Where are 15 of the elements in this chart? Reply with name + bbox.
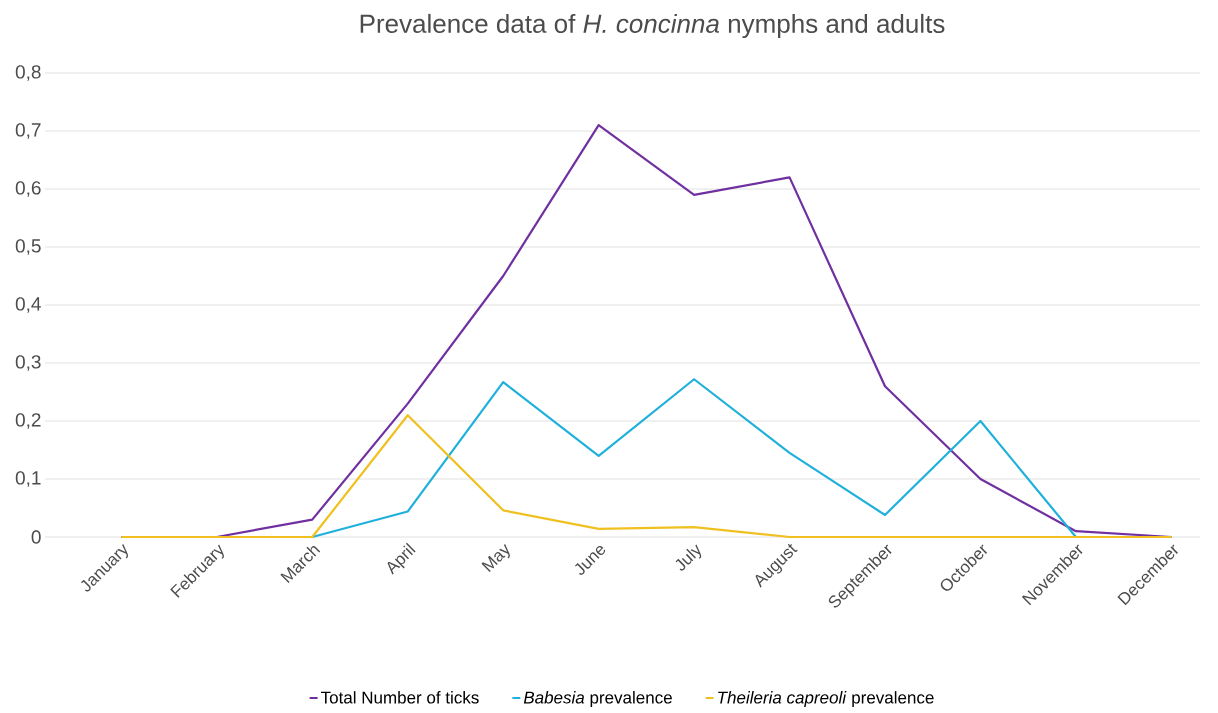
y-tick-label: 0,5: [15, 239, 41, 255]
x-tick-label: May: [481, 543, 510, 572]
legend-label: Theileria capreoli prevalence: [718, 691, 934, 707]
chart-title: Prevalence data of H. concinna nymphs and adults: [360, 13, 945, 39]
y-tick-label: 0,8: [15, 65, 41, 81]
legend-label: Total Number of ticks: [321, 691, 479, 704]
y-tick-label: 0,3: [15, 355, 41, 371]
y-tick-label: 0,7: [15, 123, 41, 139]
y-tick-label: 0,1: [15, 471, 41, 487]
y-tick-label: 0,6: [15, 181, 41, 197]
y-tick-label: 0,2: [15, 413, 41, 429]
legend-label: Babesia prevalence: [523, 691, 672, 707]
y-tick-label: 0: [31, 530, 41, 544]
x-tick-label: July: [675, 544, 702, 571]
y-tick-label: 0,4: [15, 297, 41, 313]
